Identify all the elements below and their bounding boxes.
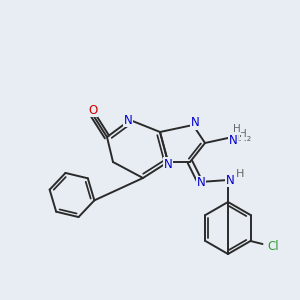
Text: N: N [196, 176, 206, 190]
Text: H: H [239, 129, 247, 139]
Text: N: N [229, 134, 237, 146]
Text: H: H [236, 169, 244, 179]
Text: O: O [88, 103, 98, 116]
Text: H: H [233, 124, 241, 134]
Text: N: N [190, 116, 200, 130]
Text: N: N [124, 113, 132, 127]
Text: Cl: Cl [268, 239, 279, 253]
Text: N: N [226, 173, 234, 187]
Text: NH₂: NH₂ [230, 133, 252, 143]
Text: N: N [164, 158, 172, 170]
